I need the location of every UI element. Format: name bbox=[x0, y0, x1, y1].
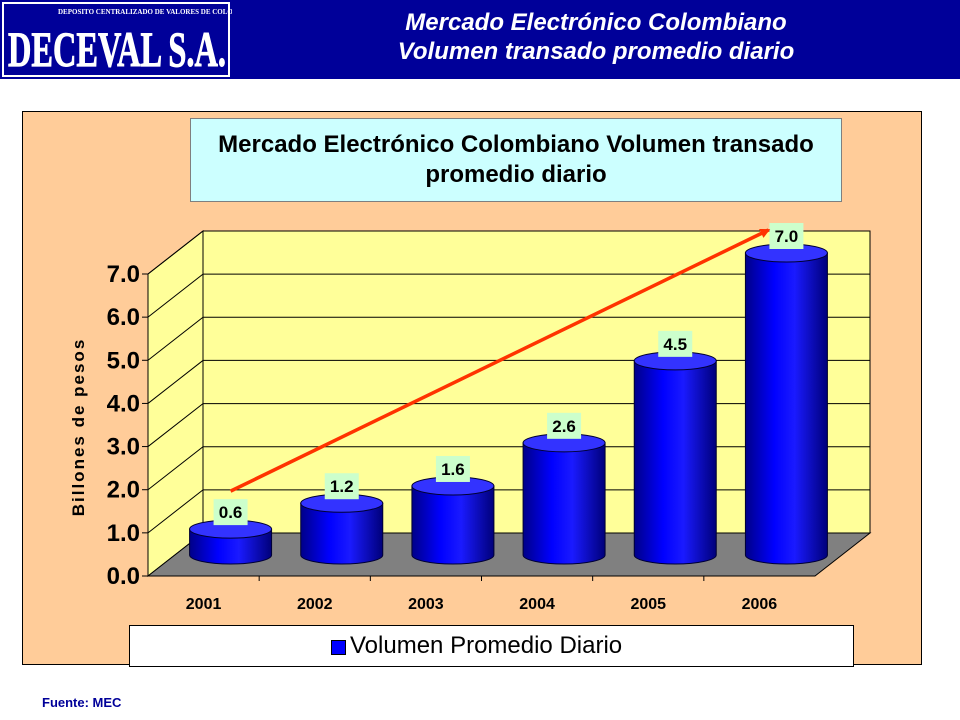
y-tick-label: 1.0 bbox=[107, 520, 140, 547]
y-tick-label: 4.0 bbox=[107, 390, 140, 417]
bar-body bbox=[522, 442, 606, 565]
bar-body bbox=[189, 528, 273, 565]
logo-subtitle: DEPOSITO CENTRALIZADO DE VALORES DE COLO… bbox=[58, 8, 232, 16]
data-label-box bbox=[435, 455, 470, 482]
bar bbox=[411, 476, 495, 565]
y-tick-label: 0.0 bbox=[107, 563, 140, 590]
x-tick-label: 2004 bbox=[519, 596, 555, 613]
bar-body bbox=[300, 502, 384, 565]
bar-body bbox=[744, 252, 828, 565]
data-label: 1.6 bbox=[441, 460, 465, 479]
x-tick-label: 2005 bbox=[630, 596, 666, 613]
data-label-box bbox=[769, 223, 804, 249]
data-label-box bbox=[324, 473, 359, 500]
legend-swatch bbox=[331, 640, 346, 655]
data-label-box bbox=[658, 330, 693, 357]
bar bbox=[522, 433, 606, 565]
logo-wordmark: DECEVAL S.A. bbox=[8, 21, 226, 77]
y-tick-label: 3.0 bbox=[107, 434, 140, 461]
slide-title-line1: Mercado Electrónico Colombiano bbox=[405, 9, 787, 36]
bar bbox=[300, 493, 384, 565]
deceval-logo: DEPOSITO CENTRALIZADO DE VALORES DE COLO… bbox=[0, 0, 232, 79]
logo-graphic: DEPOSITO CENTRALIZADO DE VALORES DE COLO… bbox=[2, 2, 232, 78]
source-note: Fuente: MEC bbox=[42, 695, 122, 710]
legend: Volumen Promedio Diario bbox=[129, 625, 854, 667]
labels-layer: 2001 2002 2003 2004 2005 2006 0.6 1.2 1.6 2.6 4.5 7… bbox=[186, 223, 804, 613]
data-label: 2.6 bbox=[552, 417, 576, 436]
x-tick-label: 2003 bbox=[408, 596, 444, 613]
slide-title: Mercado Electrónico Colombiano Volumen t… bbox=[232, 8, 960, 66]
trend-arrow bbox=[229, 228, 771, 493]
bar-body bbox=[633, 360, 717, 565]
y-tick-label: 5.0 bbox=[107, 347, 140, 374]
data-label-box bbox=[213, 499, 248, 526]
gridline bbox=[147, 316, 870, 361]
chart-title-line1: Mercado Electrónico Colombiano Volumen t… bbox=[218, 131, 814, 158]
x-tick-label: 2002 bbox=[297, 596, 333, 613]
gridline bbox=[147, 230, 870, 275]
y-tick-label: 7.0 bbox=[107, 261, 140, 288]
x-tick-label: 2001 bbox=[186, 596, 222, 613]
y-tick-label: 2.0 bbox=[107, 477, 140, 504]
data-label: 4.5 bbox=[663, 335, 687, 354]
y-tick-label: 6.0 bbox=[107, 304, 140, 331]
x-tick-label: 2006 bbox=[742, 596, 778, 613]
chart-title-line2: promedio diario bbox=[425, 161, 607, 188]
legend-label: Volumen Promedio Diario bbox=[350, 632, 623, 659]
bar bbox=[744, 243, 828, 565]
bar bbox=[633, 351, 717, 565]
data-label: 1.2 bbox=[330, 477, 354, 496]
data-label: 7.0 bbox=[775, 227, 799, 246]
bars-layer bbox=[189, 243, 828, 565]
bar-body bbox=[411, 485, 495, 565]
data-label-box bbox=[547, 412, 582, 439]
chart-title: Mercado Electrónico Colombiano Volumen t… bbox=[190, 118, 842, 202]
data-label: 0.6 bbox=[219, 503, 243, 522]
slide-title-line2: Volumen transado promedio diario bbox=[397, 38, 795, 65]
bar bbox=[189, 519, 273, 565]
gridline bbox=[147, 273, 870, 318]
y-axis-label: Billones de pesos bbox=[69, 338, 88, 517]
